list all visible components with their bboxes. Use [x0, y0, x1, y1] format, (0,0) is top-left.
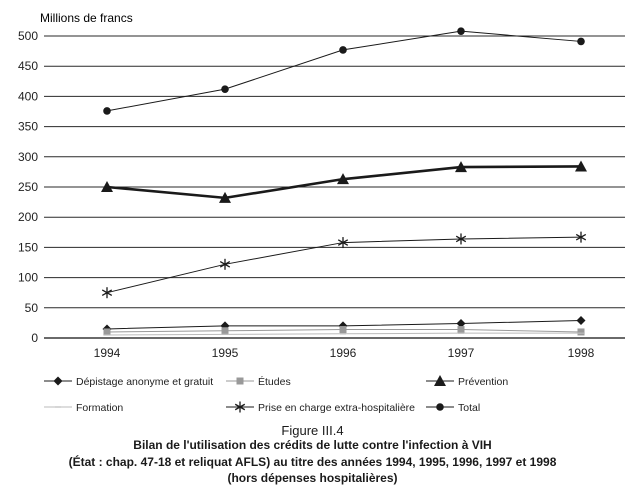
legend-label: Dépistage anonyme et gratuit [76, 376, 213, 388]
data-point [339, 46, 347, 54]
data-point [337, 237, 349, 249]
data-point [219, 258, 231, 270]
data-point [339, 326, 347, 334]
y-tick-label-150: 150 [18, 240, 38, 254]
legend-label: Formation [76, 402, 123, 414]
data-point [577, 328, 585, 336]
legend: Dépistage anonyme et gratuit Études Préven… [44, 375, 508, 414]
legend-item-total: Total [426, 402, 480, 414]
legend-label: Prise en charge extra-hospitalière [258, 402, 415, 414]
y-tick-label-300: 300 [18, 150, 38, 164]
chart: Millions de francs 0 50 100 150 200 250 300 350… [18, 11, 625, 414]
data-point [575, 160, 587, 172]
data-point [576, 315, 586, 325]
y-tick-label-50: 50 [25, 301, 39, 315]
data-point [103, 107, 111, 115]
series-prevention [101, 160, 587, 203]
data-point [455, 161, 467, 173]
data-point [455, 233, 467, 245]
data-point [221, 85, 229, 93]
y-tick-label-450: 450 [18, 59, 38, 73]
legend-item-prise-en-charge-extra-hospitaliere: Prise en charge extra-hospitalière [226, 401, 415, 414]
legend-item-formation: Formation [44, 402, 123, 414]
data-point [103, 328, 111, 336]
legend-label: Études [258, 375, 291, 388]
legend-marker [53, 376, 63, 386]
legend-item-etudes: Études [226, 375, 291, 388]
y-axis-unit-label: Millions de francs [40, 11, 133, 25]
x-tick-label-1998: 1998 [568, 346, 595, 360]
legend-item-prevention: Prévention [426, 375, 508, 388]
data-point [221, 327, 229, 335]
data-point [219, 191, 231, 203]
data-point [457, 326, 465, 334]
y-tick-label-100: 100 [18, 271, 38, 285]
y-tick-label-0: 0 [31, 331, 38, 345]
legend-marker [234, 401, 246, 413]
figure-label: Figure III.4 [281, 423, 344, 438]
series-etudes [103, 326, 585, 336]
data-point [337, 173, 349, 185]
legend-marker [436, 403, 444, 411]
data-point [456, 319, 466, 329]
x-tick-label-1997: 1997 [448, 346, 475, 360]
x-tick-label-1996: 1996 [330, 346, 357, 360]
data-point [101, 181, 113, 192]
y-tick-label-250: 250 [18, 180, 38, 194]
gridlines [44, 35, 625, 309]
data-point [575, 231, 587, 243]
series-formation [104, 332, 584, 336]
y-tick-label-200: 200 [18, 210, 38, 224]
figure-title-line-3: (hors dépenses hospitalières) [227, 471, 398, 485]
y-tick-label-400: 400 [18, 89, 38, 103]
x-tick-label-1995: 1995 [212, 346, 239, 360]
legend-label: Total [458, 402, 480, 414]
data-point [577, 37, 585, 46]
legend-item-depistage-anonyme-et-gratuit: Dépistage anonyme et gratuit [44, 376, 213, 388]
figure-title-line-2: (État : chap. 47-18 et reliquat AFLS) au… [68, 455, 557, 469]
x-tick-label-1994: 1994 [94, 346, 121, 360]
legend-marker [434, 375, 446, 386]
y-tick-label-500: 500 [18, 29, 38, 43]
legend-label: Prévention [458, 376, 508, 388]
data-point [457, 27, 465, 35]
axes: 0 50 100 150 200 250 300 350 400 450 500 1994 1995 19… [18, 29, 625, 360]
series-line [106, 236, 582, 294]
series-prise-en-charge-extra-hospitaliere [101, 231, 587, 299]
figure-title-line-1: Bilan de l'utilisation des crédits de lu… [133, 438, 492, 452]
data-point [101, 287, 113, 299]
series-line [106, 30, 582, 112]
series-lines [101, 27, 587, 336]
series-total [103, 27, 585, 115]
y-tick-label-350: 350 [18, 120, 38, 134]
legend-marker [236, 377, 244, 385]
